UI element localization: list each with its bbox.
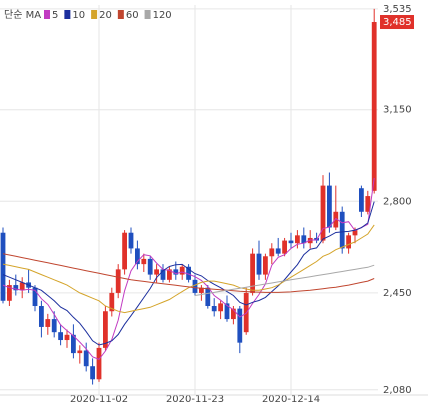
candle-body [237, 308, 243, 343]
candle-body [288, 240, 294, 244]
candle-body [365, 196, 371, 212]
candle-body [250, 253, 255, 293]
candle-body [115, 269, 121, 293]
ma-line [2, 224, 375, 314]
legend-swatch [44, 10, 50, 19]
candle-body [263, 256, 268, 275]
candle-body [371, 22, 377, 191]
candle-body [147, 258, 153, 275]
candle-body [0, 232, 6, 301]
candle-body [45, 319, 51, 327]
candle-body [13, 285, 19, 291]
legend-swatch [64, 10, 71, 19]
y-tick-label: 3,535 [383, 4, 412, 15]
candle-body [218, 303, 223, 312]
ma-line [2, 201, 375, 346]
y-tick-label: 3,150 [383, 105, 412, 116]
candle-body [128, 232, 134, 249]
candle-body [83, 350, 89, 367]
legend-swatch [91, 10, 98, 19]
candle-body [295, 235, 300, 244]
legend-label: 120 [153, 10, 172, 21]
candle-body [77, 350, 83, 354]
y-tick-label: 2,080 [383, 385, 412, 396]
legend-label: 20 [99, 10, 112, 21]
x-tick-label: 2020-11-02 [70, 394, 128, 405]
candle-body [71, 334, 76, 354]
candle-body [282, 240, 287, 254]
candle-body [103, 311, 108, 348]
candle-body [359, 188, 364, 212]
legend-swatch [144, 10, 151, 19]
candle-body [275, 248, 281, 254]
last-price-label: 3,485 [383, 17, 412, 28]
candle-body [320, 185, 326, 241]
legend-label: 10 [72, 10, 85, 21]
candle-body [186, 266, 191, 280]
candle-body [231, 308, 236, 320]
candle-body [327, 185, 332, 228]
candle-body [301, 235, 307, 244]
legend-title: 단순 MA [4, 9, 41, 21]
candle-body [122, 232, 127, 270]
candle-body [199, 287, 204, 293]
candle-body [64, 334, 70, 341]
candle-body [51, 319, 57, 333]
candle-body [141, 258, 147, 265]
legend-label: 5 [52, 10, 58, 21]
candle-body [109, 292, 115, 312]
candle-body [307, 237, 313, 244]
candle-body [333, 211, 339, 228]
x-tick-label: 2020-12-14 [262, 394, 320, 405]
x-tick-label: 2020-11-23 [166, 394, 224, 405]
candle-body [352, 230, 358, 236]
candle-body [154, 269, 159, 275]
candle-body [167, 269, 172, 280]
last-price-box [380, 15, 414, 30]
candle-body [58, 332, 63, 341]
candle-body [96, 347, 102, 380]
candle-body [7, 285, 12, 301]
candle-body [135, 248, 140, 265]
ma-line [2, 177, 375, 361]
candle-body [339, 211, 345, 249]
candle-body [173, 269, 179, 275]
legend-label: 60 [126, 10, 139, 21]
candle-body [160, 269, 166, 280]
candle-body [346, 235, 351, 249]
candle-body [211, 306, 217, 312]
candle-body [269, 248, 275, 257]
ma-line [194, 264, 375, 296]
legend-swatch [117, 10, 124, 19]
candle-body [39, 306, 44, 327]
candle-body [256, 253, 262, 275]
candle-body [32, 287, 38, 307]
candle-body [224, 303, 230, 320]
candle-body [192, 279, 198, 293]
candle-body [179, 266, 185, 275]
y-tick-label: 2,800 [383, 196, 412, 207]
candle-body [90, 366, 95, 380]
ma-line [2, 253, 375, 293]
candle-body [19, 282, 25, 291]
candle-body [205, 287, 211, 307]
y-tick-label: 2,450 [383, 288, 412, 299]
